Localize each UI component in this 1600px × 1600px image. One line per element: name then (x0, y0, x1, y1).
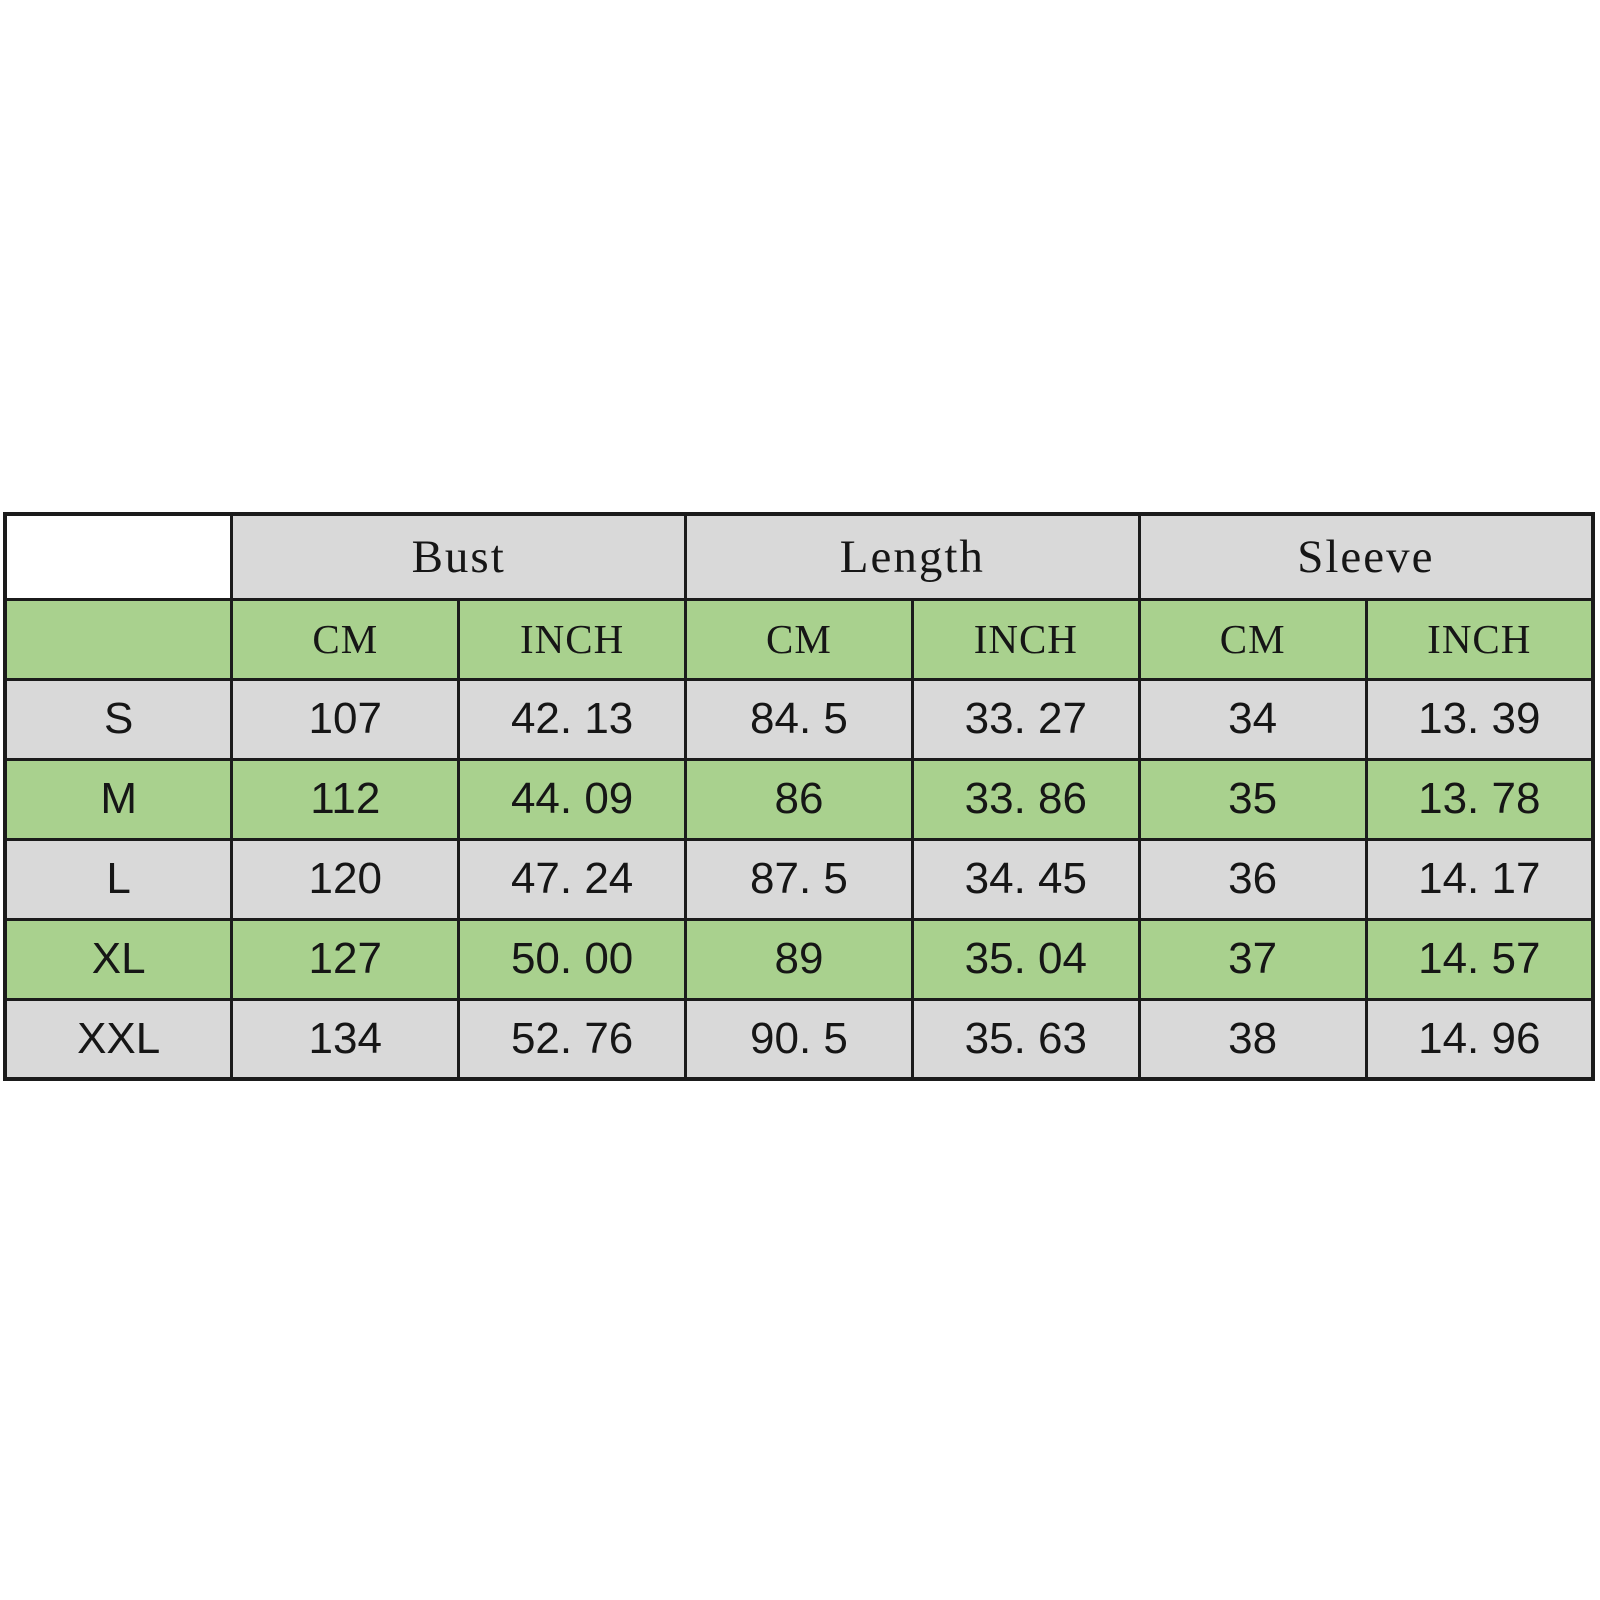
value-cell: 37 (1137, 917, 1368, 1001)
value-cell: 13. 39 (1364, 677, 1595, 761)
value-cell: 35. 63 (910, 997, 1141, 1081)
size-chart-table: Bust Length Sleeve CM INCH CM INCH CM IN… (3, 512, 1595, 1081)
size-label: L (3, 837, 234, 921)
size-label: M (3, 757, 234, 841)
value-cell: 112 (230, 757, 461, 841)
value-cell: 38 (1137, 997, 1368, 1081)
value-cell: 42. 13 (457, 677, 688, 761)
group-header-row: Bust Length Sleeve (3, 512, 1595, 601)
units-row-blank-cell (3, 597, 234, 681)
unit-header-sleeve-cm: CM (1137, 597, 1368, 681)
table-row-size-xl: XL 127 50. 00 89 35. 04 37 14. 57 (3, 917, 1595, 1001)
value-cell: 47. 24 (457, 837, 688, 921)
value-cell: 87. 5 (684, 837, 914, 921)
value-cell: 14. 57 (1364, 917, 1595, 1001)
value-cell: 134 (230, 997, 461, 1081)
column-header-length: Length (684, 512, 1141, 601)
table-row-size-xxl: XXL 134 52. 76 90. 5 35. 63 38 14. 96 (3, 997, 1595, 1081)
value-cell: 52. 76 (457, 997, 688, 1081)
units-row: CM INCH CM INCH CM INCH (3, 597, 1595, 681)
value-cell: 34 (1137, 677, 1368, 761)
column-header-sleeve: Sleeve (1137, 512, 1595, 601)
size-label: XXL (3, 997, 234, 1081)
value-cell: 127 (230, 917, 461, 1001)
value-cell: 36 (1137, 837, 1368, 921)
table-row-size-s: S 107 42. 13 84. 5 33. 27 34 13. 39 (3, 677, 1595, 761)
unit-header-sleeve-inch: INCH (1364, 597, 1595, 681)
value-cell: 35 (1137, 757, 1368, 841)
value-cell: 34. 45 (910, 837, 1141, 921)
column-header-bust: Bust (230, 512, 688, 601)
value-cell: 33. 27 (910, 677, 1141, 761)
value-cell: 44. 09 (457, 757, 688, 841)
size-label: XL (3, 917, 234, 1001)
value-cell: 84. 5 (684, 677, 914, 761)
table-row-size-m: M 112 44. 09 86 33. 86 35 13. 78 (3, 757, 1595, 841)
unit-header-length-inch: INCH (910, 597, 1141, 681)
value-cell: 13. 78 (1364, 757, 1595, 841)
unit-header-bust-cm: CM (230, 597, 461, 681)
size-label: S (3, 677, 234, 761)
value-cell: 90. 5 (684, 997, 914, 1081)
table-row-size-l: L 120 47. 24 87. 5 34. 45 36 14. 17 (3, 837, 1595, 921)
value-cell: 107 (230, 677, 461, 761)
value-cell: 33. 86 (910, 757, 1141, 841)
value-cell: 14. 96 (1364, 997, 1595, 1081)
unit-header-bust-inch: INCH (457, 597, 688, 681)
value-cell: 14. 17 (1364, 837, 1595, 921)
unit-header-length-cm: CM (684, 597, 914, 681)
value-cell: 50. 00 (457, 917, 688, 1001)
corner-cell (3, 512, 234, 601)
value-cell: 86 (684, 757, 914, 841)
value-cell: 89 (684, 917, 914, 1001)
value-cell: 120 (230, 837, 461, 921)
value-cell: 35. 04 (910, 917, 1141, 1001)
